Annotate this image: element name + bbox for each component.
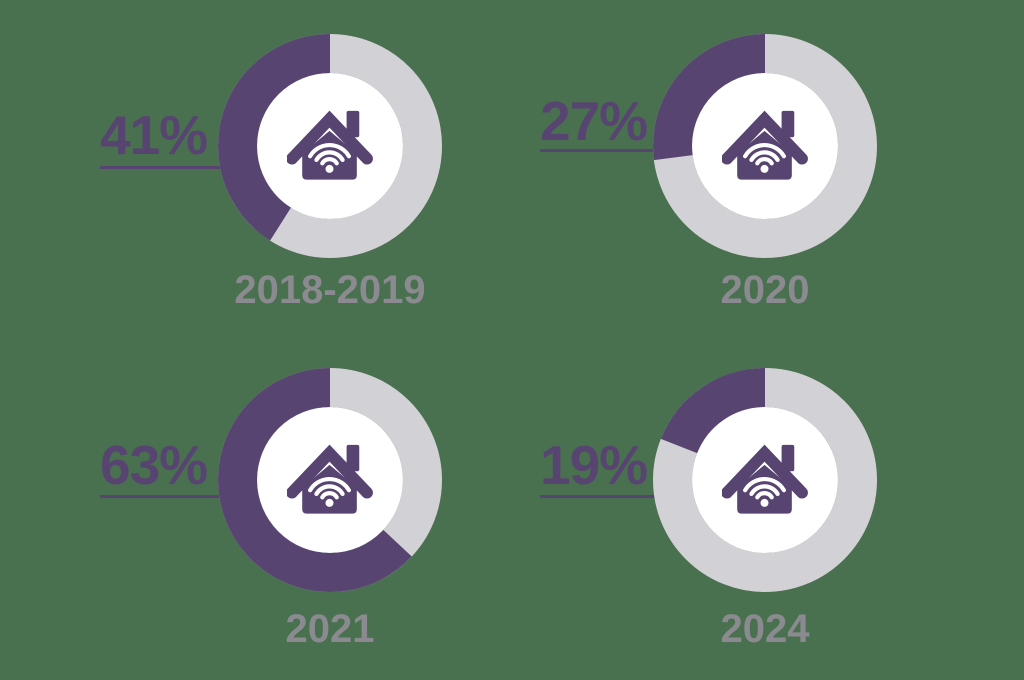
year-label: 2020 — [720, 268, 810, 312]
smart-home-wifi-icon — [722, 440, 808, 520]
smart-home-wifi-icon — [722, 106, 808, 186]
percent-value: 27% — [540, 90, 648, 152]
percent-underline — [100, 166, 220, 169]
percent-value: 41% — [100, 104, 208, 166]
donut-ring — [218, 368, 442, 592]
donut-ring — [653, 34, 877, 258]
smart-home-wifi-icon — [287, 440, 373, 520]
percent-value: 19% — [540, 434, 648, 496]
percent-underline — [540, 495, 655, 498]
percent-value: 63% — [100, 434, 208, 496]
percent-underline — [540, 149, 655, 152]
percent-underline — [100, 495, 220, 498]
donut-ring — [218, 34, 442, 258]
year-label: 2024 — [720, 607, 810, 651]
donut-chart-2024: 19% 2024 — [512, 340, 1024, 680]
donut-chart-2020: 27% 2020 — [512, 0, 1024, 340]
donut-chart-2018-2019: 41% 2018-2019 — [0, 0, 512, 340]
donut-ring — [653, 368, 877, 592]
smart-home-wifi-icon — [287, 106, 373, 186]
year-label: 2021 — [285, 607, 375, 651]
year-label: 2018-2019 — [234, 268, 426, 312]
donut-chart-2021: 63% 2021 — [0, 340, 512, 680]
